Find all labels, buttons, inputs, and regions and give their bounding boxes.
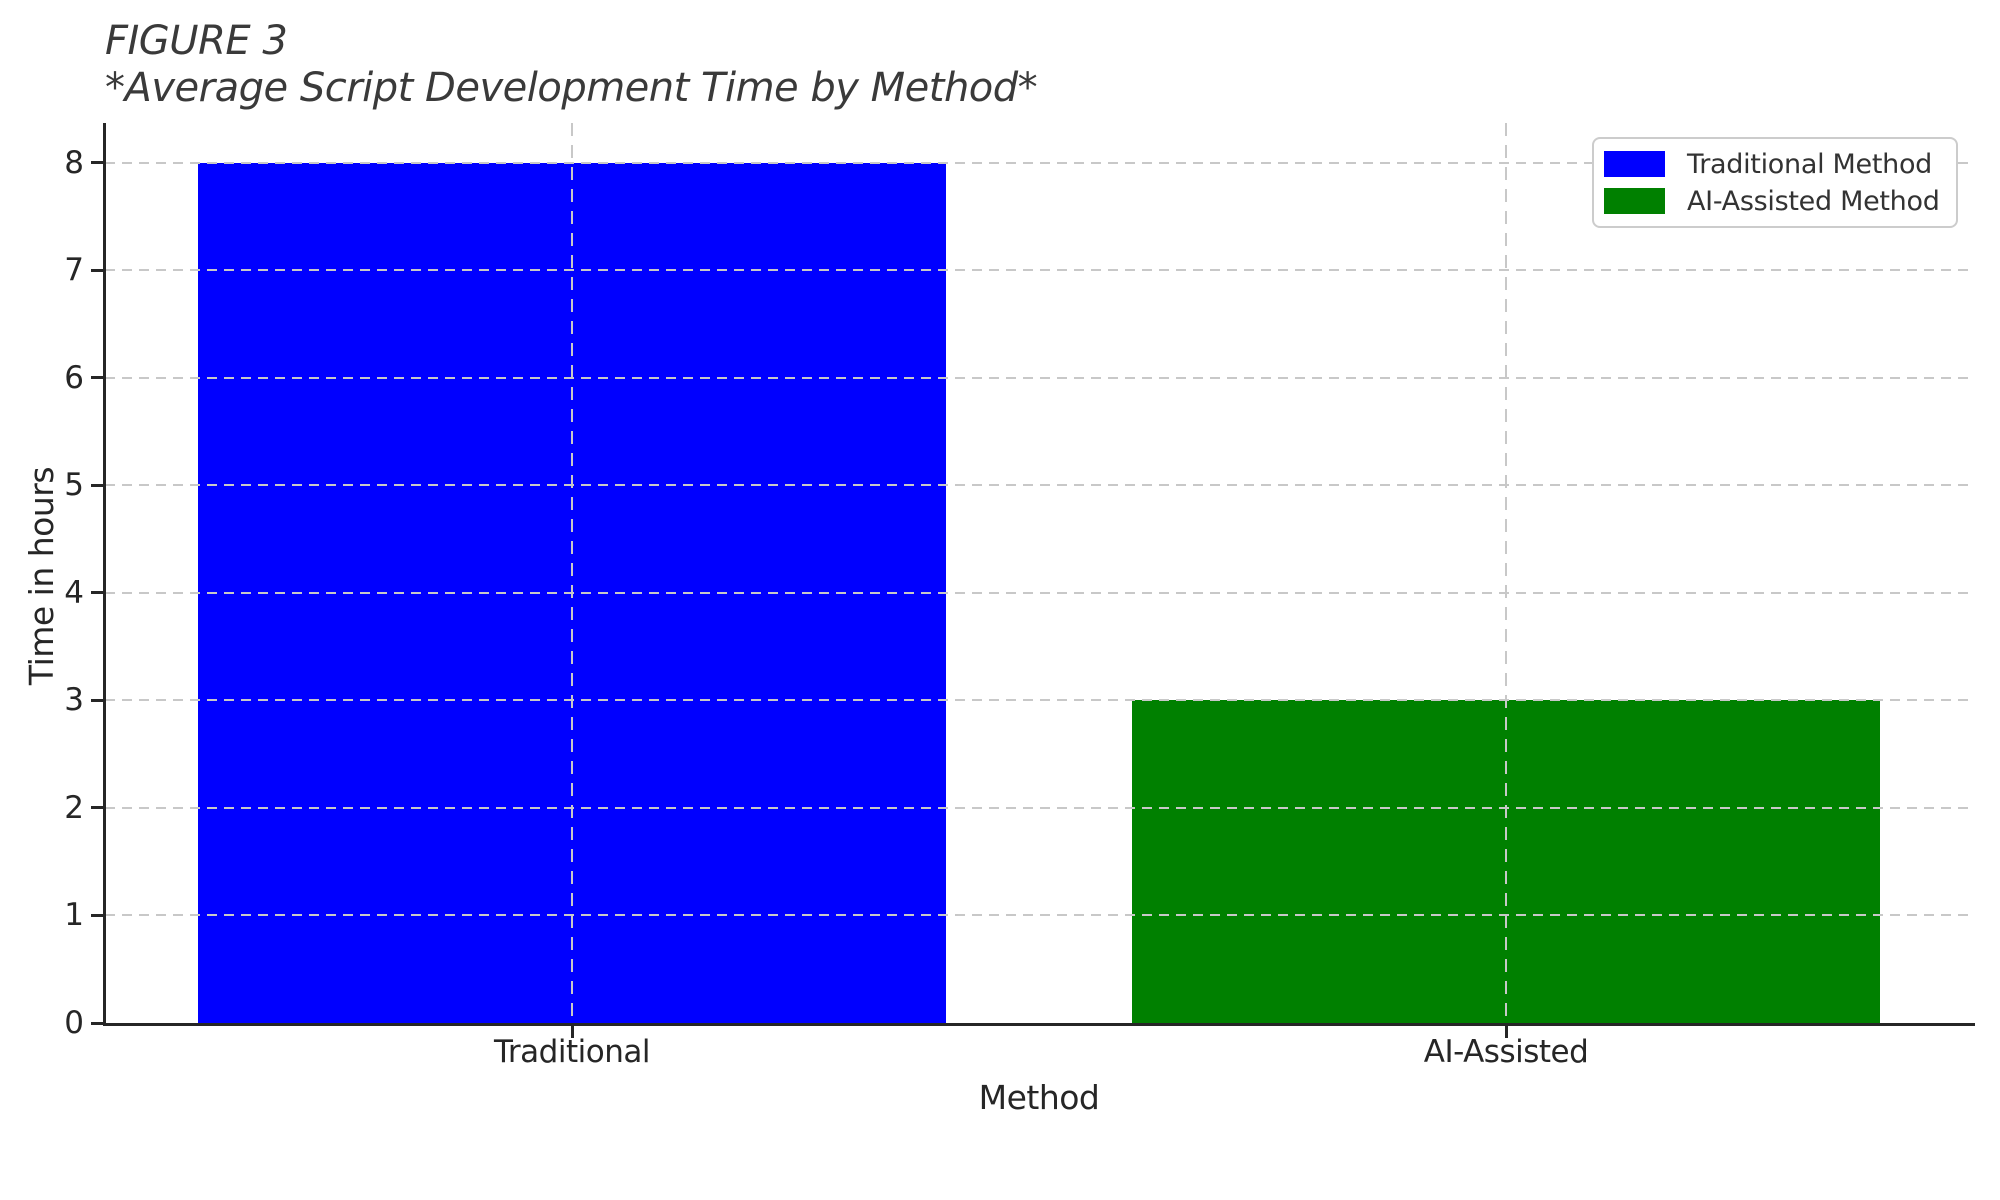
y-tick-label-6: 6 — [64, 359, 84, 396]
y-tick-8 — [91, 161, 104, 165]
gridline-y-7 — [105, 269, 1973, 272]
figure-label: FIGURE 3 — [105, 18, 288, 64]
legend: Traditional Method AI-Assisted Method — [1592, 137, 1958, 228]
gridline-x-traditional — [571, 123, 573, 1023]
y-tick-label-3: 3 — [64, 682, 84, 719]
y-tick-label-0: 0 — [64, 1005, 84, 1041]
y-tick-label-2: 2 — [64, 789, 84, 826]
y-tick-4 — [91, 591, 104, 595]
x-axis-spine — [103, 1023, 1975, 1026]
legend-item-ai-assisted: AI-Assisted Method — [1604, 185, 1946, 217]
x-tick-traditional — [570, 1025, 574, 1038]
x-axis-label: Method — [978, 1078, 1100, 1117]
legend-label-traditional: Traditional Method — [1687, 148, 1933, 180]
gridline-x-ai-assisted — [1505, 123, 1507, 1023]
plot-area — [105, 123, 1973, 1023]
legend-swatch-ai-assisted — [1604, 188, 1665, 214]
y-tick-7 — [91, 268, 104, 272]
gridline-y-8 — [105, 161, 1973, 164]
x-tick-label-ai-assisted: AI-Assisted — [1423, 1034, 1589, 1070]
y-tick-label-1: 1 — [64, 897, 84, 934]
x-tick-label-traditional: Traditional — [494, 1034, 650, 1070]
gridline-y-5 — [105, 484, 1973, 487]
chart-title: FIGURE 3 *Average Script Development Time… — [105, 18, 1038, 112]
chart-subtitle: *Average Script Development Time by Meth… — [105, 65, 1038, 111]
legend-swatch-traditional — [1604, 151, 1665, 177]
gridline-y-2 — [105, 806, 1973, 809]
y-tick-label-5: 5 — [64, 467, 84, 504]
y-tick-6 — [91, 376, 104, 380]
gridline-y-4 — [105, 591, 1973, 594]
y-axis-spine — [103, 123, 106, 1026]
y-tick-3 — [91, 698, 104, 702]
y-tick-label-4: 4 — [64, 574, 84, 611]
legend-label-ai-assisted: AI-Assisted Method — [1687, 185, 1940, 217]
x-tick-ai-assisted — [1504, 1025, 1508, 1038]
gridline-y-3 — [105, 699, 1973, 702]
y-tick-0 — [91, 1021, 104, 1025]
legend-item-traditional: Traditional Method — [1604, 148, 1946, 180]
y-tick-label-7: 7 — [64, 252, 84, 289]
gridline-y-6 — [105, 376, 1973, 379]
y-tick-2 — [91, 806, 104, 810]
y-tick-5 — [91, 483, 104, 487]
y-tick-label-8: 8 — [64, 144, 84, 181]
y-tick-1 — [91, 913, 104, 917]
gridline-y-1 — [105, 914, 1973, 917]
